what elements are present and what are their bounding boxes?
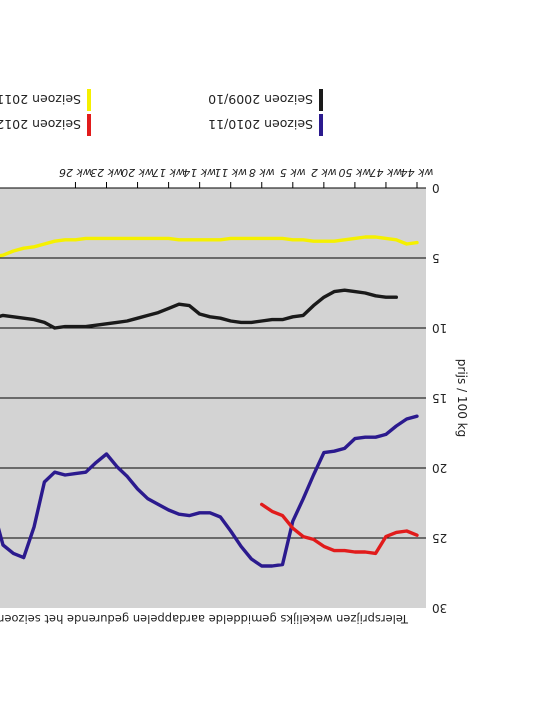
legend: Seizoen 2010/11 Seizoen 2009/10 Seizoen … [0, 89, 323, 136]
gridlines [0, 257, 426, 539]
y-tick-label: 5 [432, 251, 440, 265]
legend-swatch-2011-12 [87, 89, 91, 111]
x-tick-label: wk 17 [152, 166, 185, 179]
series-line-2010-11 [0, 414, 419, 568]
x-tick-label: wk 50 [338, 166, 371, 179]
y-tick-label: 15 [432, 391, 447, 405]
legend-label-2010-11: Seizoen 2010/11 [208, 117, 313, 132]
x-tick-label: wk 2 [311, 166, 337, 179]
x-tick-label: wk 11 [214, 166, 247, 179]
series-line-2011-12 [0, 235, 419, 258]
x-tick-label: wk 8 [249, 166, 275, 179]
series-line-2012-13 [260, 502, 419, 556]
y-tick-label: 10 [432, 321, 447, 335]
legend-label-2009-10: Seizoen 2009/10 [208, 92, 313, 107]
legend-swatch-2010-11 [319, 114, 323, 136]
legend-label-2011-12: Seizoen 2011/12 [0, 92, 81, 107]
series-layer [0, 235, 419, 568]
x-tick-label: wk 14 [183, 166, 216, 179]
x-tick-label: wk 5 [280, 166, 306, 179]
chart-title: Telersprijzen wekelijks gemiddelde aarda… [0, 612, 409, 626]
x-tick-label: wk 23 [90, 166, 123, 179]
y-axis-label: prijs / 100 kg [455, 359, 469, 437]
y-tick-label: 0 [432, 181, 440, 195]
series-line-2009-10 [0, 288, 398, 330]
x-tick-label: wk 44 [401, 166, 434, 179]
legend-swatch-2012-13 [87, 114, 91, 136]
y-tick-label: 30 [432, 601, 447, 615]
y-axis: 0 5 10 15 20 25 30 [432, 181, 447, 615]
y-tick-label: 20 [432, 461, 447, 475]
x-tick-label: wk 26 [59, 166, 92, 179]
x-tick-label: wk 20 [121, 166, 154, 179]
y-tick-label: 25 [432, 531, 447, 545]
x-tick-label: wk 47 [370, 166, 403, 179]
legend-label-2012-13: Seizoen 2012/13 [0, 117, 81, 132]
legend-swatch-2009-10 [319, 89, 323, 111]
